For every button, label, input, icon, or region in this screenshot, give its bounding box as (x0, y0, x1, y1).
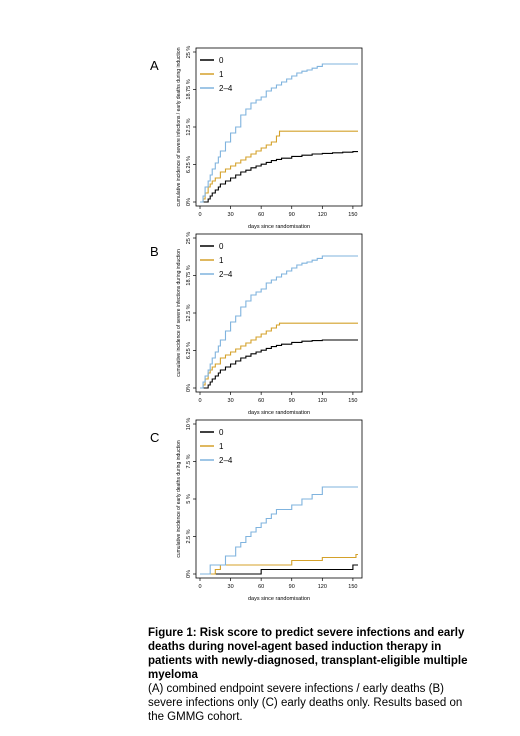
y-tick-label: 5 % (186, 494, 192, 504)
x-tick-label: 150 (348, 584, 357, 590)
series-line-0 (200, 339, 358, 389)
series-line-1 (200, 130, 358, 203)
figure-caption-text: (A) combined endpoint severe infections … (148, 683, 463, 723)
legend-label: 1 (219, 256, 224, 265)
legend-label: 2–4 (219, 84, 233, 93)
y-axis-label: cumulative incidence of severe infection… (176, 47, 182, 206)
x-tick-label: 150 (348, 212, 357, 218)
x-tick-label: 30 (228, 584, 234, 590)
series-line-0 (200, 151, 358, 203)
x-axis-label: days since randomisation (248, 224, 310, 230)
panel-letter-a: A (150, 58, 159, 73)
x-tick-label: 60 (258, 212, 264, 218)
x-tick-label: 120 (318, 398, 327, 404)
y-tick-label: 10 % (186, 418, 192, 431)
series-line-2–4 (200, 486, 358, 575)
x-tick-label: 120 (318, 584, 327, 590)
y-tick-label: 7.5 % (186, 454, 192, 468)
y-tick-label: 0% (186, 570, 192, 578)
y-axis-label: cumulative incidence of early deaths dur… (176, 440, 182, 558)
y-tick-label: 6.25 % (186, 342, 192, 359)
panel-letter-b: B (150, 244, 159, 259)
series-line-2–4 (200, 63, 358, 203)
y-tick-label: 18.75 % (186, 265, 192, 285)
x-tick-label: 60 (258, 584, 264, 590)
x-tick-label: 120 (318, 212, 327, 218)
x-axis-label: days since randomisation (248, 410, 310, 416)
figure-title: Figure 1: Risk score to predict severe i… (148, 627, 468, 681)
y-tick-label: 12.5 % (186, 118, 192, 135)
x-tick-label: 0 (198, 398, 201, 404)
legend-label: 2–4 (219, 456, 233, 465)
y-axis-label: cumulative incidence of severe infection… (176, 249, 182, 377)
chart-panel-b: 0% 6.25 % 12.5 % 18.75 % 25 % 0 30 60 90 120 150 da… (176, 232, 363, 416)
x-tick-label: 90 (289, 212, 295, 218)
x-tick-label: 60 (258, 398, 264, 404)
y-tick-label: 6.25 % (186, 156, 192, 173)
y-tick-label: 12.5 % (186, 304, 192, 321)
x-tick-label: 30 (228, 212, 234, 218)
series-line-1 (200, 553, 358, 575)
figure-caption: Figure 1: Risk score to predict severe i… (148, 626, 468, 724)
legend-label: 0 (219, 56, 224, 65)
legend-label: 0 (219, 428, 224, 437)
series-line-1 (200, 322, 358, 389)
x-axis-label: days since randomisation (248, 596, 310, 602)
legend-label: 1 (219, 442, 224, 451)
y-tick-label: 2.5 % (186, 529, 192, 543)
y-tick-label: 0% (186, 384, 192, 392)
x-tick-label: 30 (228, 398, 234, 404)
x-tick-label: 0 (198, 212, 201, 218)
series-line-2–4 (200, 255, 358, 389)
chart-panel-c: 0% 2.5 % 5 % 7.5 % 10 % 0 30 60 90 120 150 days sin… (176, 418, 363, 602)
panel-letter-c: C (150, 430, 160, 445)
legend-label: 1 (219, 70, 224, 79)
legend-label: 0 (219, 242, 224, 251)
y-tick-label: 0% (186, 198, 192, 206)
x-tick-label: 150 (348, 398, 357, 404)
legend-label: 2–4 (219, 270, 233, 279)
chart-panel-a: 0% 6.25 % 12.5 % 18.75 % 25 % 0 30 60 90 120 150 da… (176, 46, 363, 230)
x-tick-label: 90 (289, 398, 295, 404)
y-tick-label: 25 % (186, 232, 192, 245)
series-line-0 (200, 564, 358, 575)
x-tick-label: 0 (198, 584, 201, 590)
y-tick-label: 25 % (186, 46, 192, 59)
y-tick-label: 18.75 % (186, 79, 192, 99)
x-tick-label: 90 (289, 584, 295, 590)
